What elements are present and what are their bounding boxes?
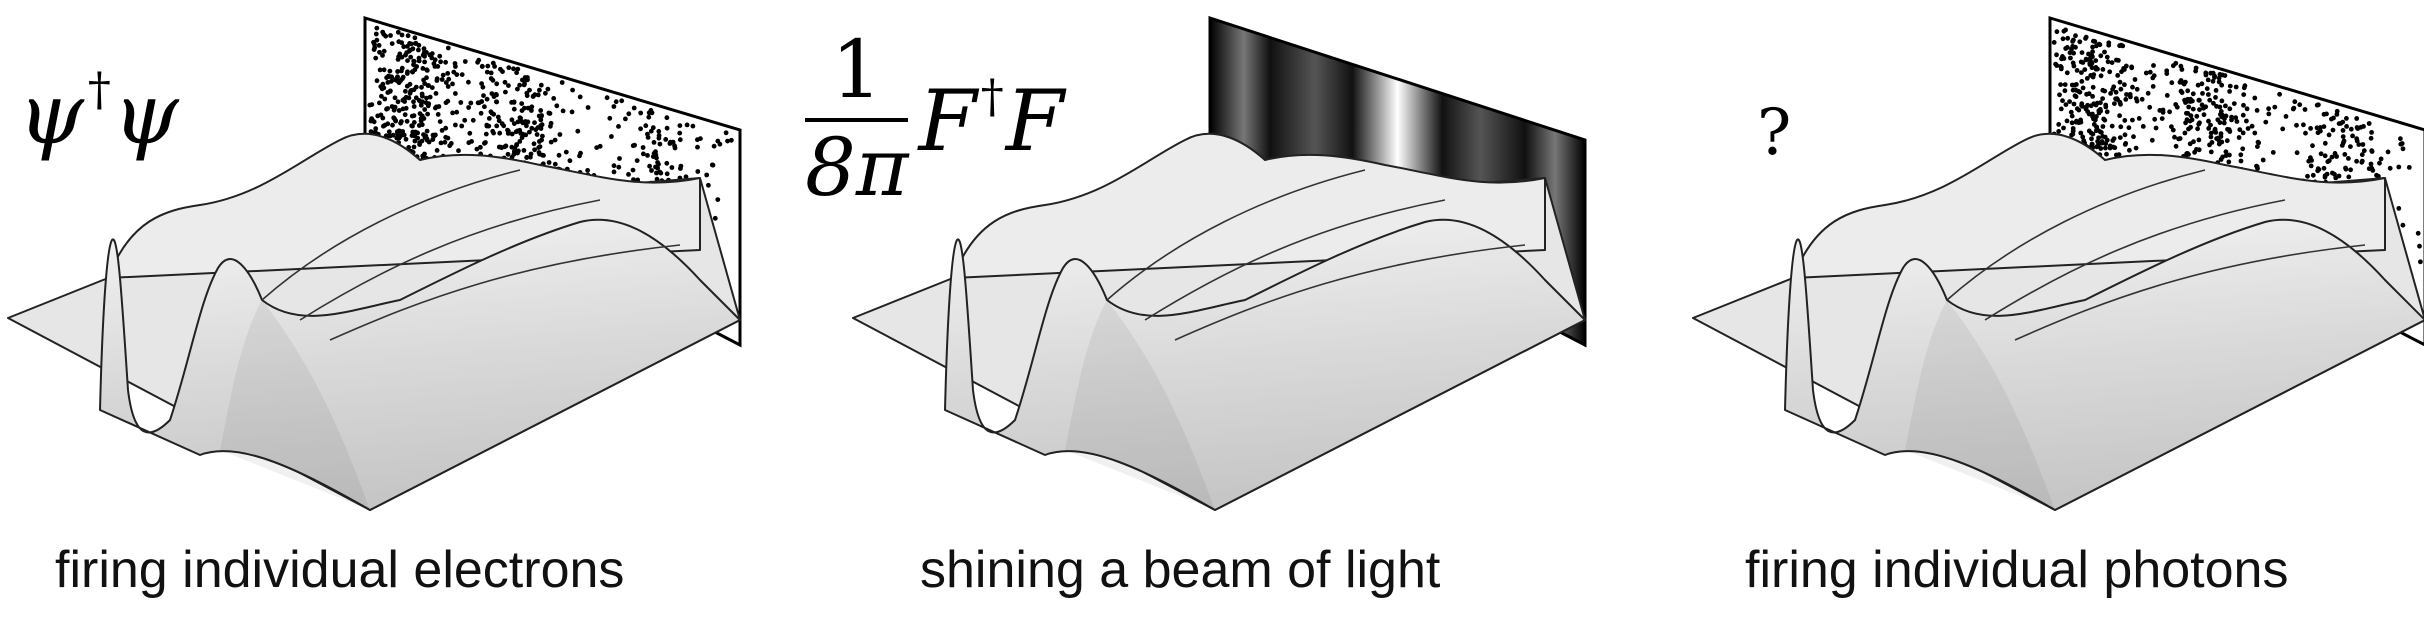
surface-ridge <box>329 244 681 341</box>
formula-question-mark: ? <box>1757 96 1792 170</box>
surface-shadow <box>1065 300 1215 510</box>
formula-psi-dagger-psi: ψ†ψ <box>18 62 179 163</box>
panel-photons <box>1692 15 2424 511</box>
surface-ridge <box>261 169 521 301</box>
surface-shadow <box>1905 300 2055 510</box>
surface-ridge <box>1984 199 2286 321</box>
caption-photons: firing individual photons <box>1745 541 2289 599</box>
surface-ridge <box>1946 169 2206 301</box>
surface-ridge <box>1106 169 1366 301</box>
caption-electrons: firing individual electrons <box>55 541 625 599</box>
surface-shadow <box>220 300 370 510</box>
surface-ridge <box>1174 244 1526 341</box>
panel-light-beam <box>852 15 1587 511</box>
caption-light-beam: shining a beam of light <box>920 541 1441 599</box>
surface-ridge <box>299 199 601 321</box>
surface-ridge <box>2014 244 2366 341</box>
panel-electrons <box>7 15 742 511</box>
surface-front-wave <box>944 218 1586 511</box>
surface-ridge <box>1144 199 1446 321</box>
formula-fraction: 1 8π <box>805 23 909 214</box>
surface-front-wave <box>99 218 741 511</box>
surface-front-wave <box>1784 218 2424 511</box>
formula-energy-density: 1 8π F†F <box>805 23 1065 214</box>
